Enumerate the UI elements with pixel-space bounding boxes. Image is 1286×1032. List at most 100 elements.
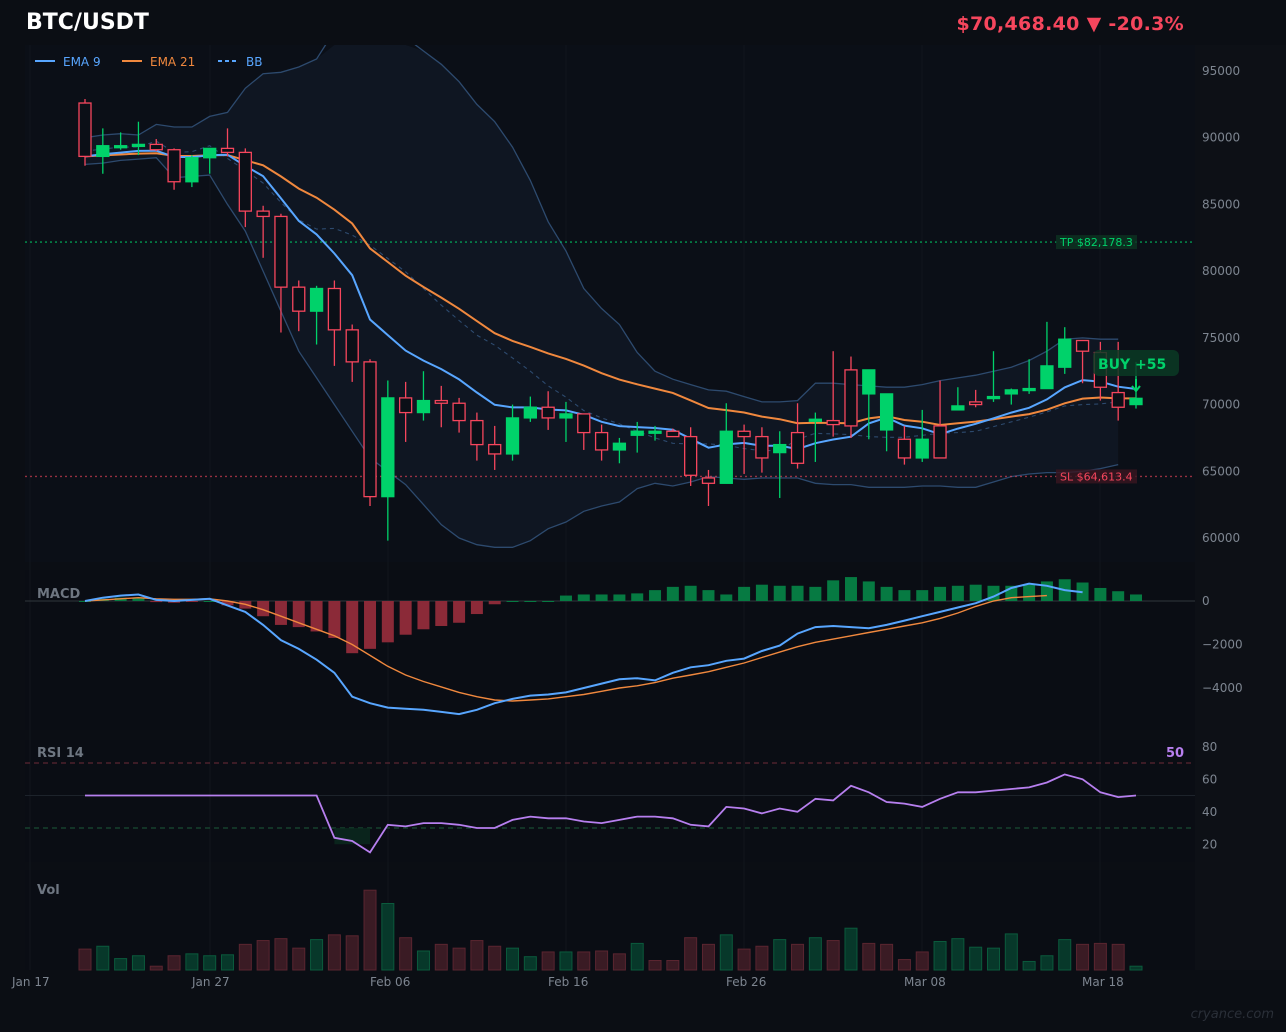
- candle[interactable]: [986, 351, 1001, 402]
- volume-bar: [416, 950, 430, 971]
- candle[interactable]: [790, 403, 805, 469]
- candle[interactable]: [398, 381, 413, 442]
- candle[interactable]: [915, 409, 929, 462]
- volume-bar: [862, 942, 876, 971]
- candle[interactable]: [897, 425, 912, 465]
- candle[interactable]: [149, 139, 163, 152]
- candle[interactable]: [363, 359, 377, 506]
- candle[interactable]: [933, 380, 947, 459]
- candle[interactable]: [755, 427, 769, 473]
- candle[interactable]: [256, 205, 270, 258]
- macd-pane[interactable]: [25, 570, 1195, 730]
- candle[interactable]: [78, 99, 92, 166]
- candle-body: [933, 425, 947, 459]
- candle[interactable]: [1075, 339, 1090, 384]
- rsi-tick-label: 80: [1202, 740, 1217, 754]
- candle[interactable]: [951, 387, 965, 411]
- volume-bar: [541, 951, 555, 971]
- buy-signal-badge[interactable]: BUY +55: [1093, 350, 1179, 376]
- date-tick-label: Mar 08: [904, 975, 946, 989]
- macd-histogram-bar: [684, 585, 697, 601]
- candle[interactable]: [274, 213, 288, 333]
- macd-histogram-bar: [898, 590, 911, 601]
- candle[interactable]: [381, 380, 395, 541]
- macd-histogram-bar: [827, 580, 840, 601]
- candle[interactable]: [470, 412, 484, 461]
- candle-body: [149, 143, 163, 151]
- candle[interactable]: [131, 121, 146, 156]
- candle[interactable]: [1040, 321, 1054, 390]
- candle[interactable]: [808, 412, 823, 462]
- candle[interactable]: [167, 148, 181, 190]
- candle[interactable]: [1004, 388, 1018, 405]
- macd-tick-label: −4000: [1202, 681, 1243, 695]
- volume-bar: [648, 960, 662, 971]
- candle[interactable]: [648, 425, 662, 441]
- candle-body: [505, 417, 520, 455]
- candle[interactable]: [594, 424, 609, 461]
- candle[interactable]: [220, 128, 235, 157]
- volume-bar: [844, 927, 858, 971]
- volume-bar: [897, 959, 911, 971]
- volume-bar: [238, 943, 252, 971]
- price-axis-area: [1195, 45, 1286, 970]
- candle[interactable]: [826, 351, 840, 437]
- candle[interactable]: [541, 391, 555, 430]
- candle[interactable]: [345, 324, 359, 382]
- candle[interactable]: [185, 155, 199, 188]
- candle[interactable]: [203, 147, 217, 174]
- candle[interactable]: [630, 421, 644, 453]
- candle[interactable]: [113, 132, 128, 150]
- candle[interactable]: [844, 356, 858, 438]
- rsi-pane[interactable]: [25, 740, 1195, 862]
- candle[interactable]: [309, 285, 324, 345]
- candle[interactable]: [969, 389, 983, 408]
- macd-histogram-bar: [666, 586, 679, 601]
- rsi-line: [85, 773, 1137, 854]
- candle-body: [577, 413, 591, 434]
- candle-body: [131, 143, 146, 148]
- candle[interactable]: [684, 427, 698, 486]
- candle[interactable]: [238, 148, 252, 228]
- candle-body: [256, 210, 270, 218]
- candle[interactable]: [327, 280, 342, 366]
- candle[interactable]: [666, 428, 680, 438]
- candle[interactable]: [612, 437, 627, 464]
- legend-label: EMA 9: [63, 55, 101, 69]
- volume-bar: [488, 945, 502, 971]
- candle[interactable]: [96, 128, 110, 174]
- volume-bar: [1022, 960, 1036, 971]
- candle[interactable]: [1058, 327, 1072, 374]
- volume-pane[interactable]: [25, 870, 1195, 970]
- candle[interactable]: [701, 469, 716, 506]
- candle[interactable]: [452, 397, 466, 433]
- candle[interactable]: [773, 431, 787, 498]
- sl-label: SL $64,613.4: [1056, 469, 1137, 484]
- candle-body: [1022, 387, 1036, 392]
- candle[interactable]: [505, 404, 520, 461]
- candle[interactable]: [737, 424, 751, 474]
- chart-legend: EMA 9 EMA 21 BB: [35, 55, 262, 69]
- volume-bar: [577, 951, 591, 971]
- candle[interactable]: [434, 385, 448, 428]
- legend-item-bb[interactable]: BB: [218, 55, 262, 69]
- candle[interactable]: [488, 425, 502, 470]
- candle[interactable]: [292, 280, 306, 332]
- macd-histogram-bar: [1023, 584, 1036, 601]
- macd-histogram-bar: [862, 581, 875, 601]
- candle[interactable]: [559, 401, 573, 442]
- legend-item-ema9[interactable]: EMA 9: [35, 55, 101, 69]
- candle[interactable]: [719, 403, 733, 484]
- candle-body: [897, 438, 912, 459]
- candle[interactable]: [416, 371, 431, 421]
- macd-histogram-bar: [969, 584, 982, 601]
- candle-body: [220, 147, 235, 154]
- candle[interactable]: [523, 396, 537, 422]
- volume-bar: [755, 945, 769, 971]
- candle[interactable]: [1022, 359, 1036, 394]
- legend-item-ema21[interactable]: EMA 21: [122, 55, 195, 69]
- candle[interactable]: [879, 393, 894, 452]
- candle[interactable]: [862, 369, 876, 440]
- candle[interactable]: [577, 413, 591, 450]
